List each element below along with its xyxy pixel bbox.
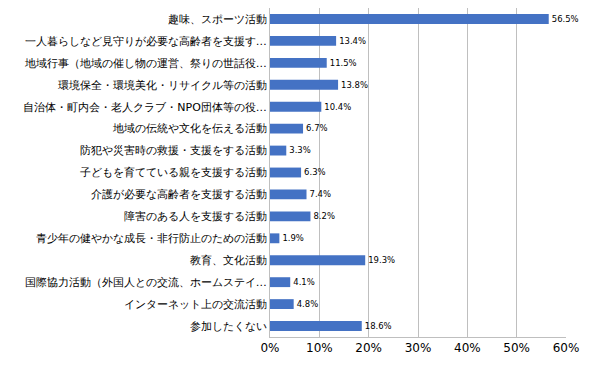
svg-text:地域の伝統や文化を伝える活動: 地域の伝統や文化を伝える活動 xyxy=(112,122,267,135)
svg-text:8.2%: 8.2% xyxy=(313,211,334,221)
svg-text:防犯や災害時の救援・支援をする活動: 防犯や災害時の救援・支援をする活動 xyxy=(80,144,267,157)
svg-text:10%: 10% xyxy=(306,341,333,355)
svg-text:参加したくない: 参加したくない xyxy=(190,320,267,333)
svg-text:18.6%: 18.6% xyxy=(365,321,392,331)
svg-text:趣味、スポーツ活動: 趣味、スポーツ活動 xyxy=(168,13,267,26)
svg-text:4.1%: 4.1% xyxy=(293,277,314,287)
svg-text:インターネット上の交流活動: インターネット上の交流活動 xyxy=(124,298,267,311)
svg-text:青少年の健やかな成長・非行防止のための活動: 青少年の健やかな成長・非行防止のための活動 xyxy=(36,232,267,245)
svg-text:地域行事（地域の催し物の運営、祭りの世話役…: 地域行事（地域の催し物の運営、祭りの世話役… xyxy=(24,57,267,70)
svg-text:13.8%: 13.8% xyxy=(341,80,368,90)
svg-text:56.5%: 56.5% xyxy=(552,14,579,24)
svg-text:自治体・町内会・老人クラブ・NPO団体等の役…: 自治体・町内会・老人クラブ・NPO団体等の役… xyxy=(23,101,267,114)
svg-text:11.5%: 11.5% xyxy=(330,58,357,68)
svg-text:教育、文化活動: 教育、文化活動 xyxy=(190,254,267,267)
svg-text:子どもを育てている親を支援する活動: 子どもを育てている親を支援する活動 xyxy=(80,166,267,179)
svg-text:50%: 50% xyxy=(503,341,530,355)
svg-text:環境保全・環境美化・リサイクル等の活動: 環境保全・環境美化・リサイクル等の活動 xyxy=(58,79,267,92)
svg-text:7.4%: 7.4% xyxy=(310,189,331,199)
svg-text:国際協力活動（外国人との交流、ホームステイ…: 国際協力活動（外国人との交流、ホームステイ… xyxy=(25,276,267,289)
svg-text:13.4%: 13.4% xyxy=(339,36,366,46)
svg-text:4.8%: 4.8% xyxy=(297,299,318,309)
svg-text:19.3%: 19.3% xyxy=(368,255,395,265)
svg-text:30%: 30% xyxy=(405,341,432,355)
svg-text:障害のある人を支援する活動: 障害のある人を支援する活動 xyxy=(124,210,267,223)
svg-text:6.7%: 6.7% xyxy=(306,123,327,133)
svg-text:0%: 0% xyxy=(260,341,279,355)
svg-text:1.9%: 1.9% xyxy=(282,233,303,243)
svg-text:60%: 60% xyxy=(553,341,580,355)
svg-text:6.3%: 6.3% xyxy=(304,167,325,177)
svg-text:10.4%: 10.4% xyxy=(324,102,351,112)
svg-text:介護が必要な高齢者を支援する活動: 介護が必要な高齢者を支援する活動 xyxy=(91,188,267,201)
svg-text:40%: 40% xyxy=(454,341,481,355)
svg-text:3.3%: 3.3% xyxy=(289,145,310,155)
svg-text:一人暮らしなど見守りが必要な高齢者を支援す…: 一人暮らしなど見守りが必要な高齢者を支援す… xyxy=(25,35,267,48)
svg-text:20%: 20% xyxy=(355,341,382,355)
